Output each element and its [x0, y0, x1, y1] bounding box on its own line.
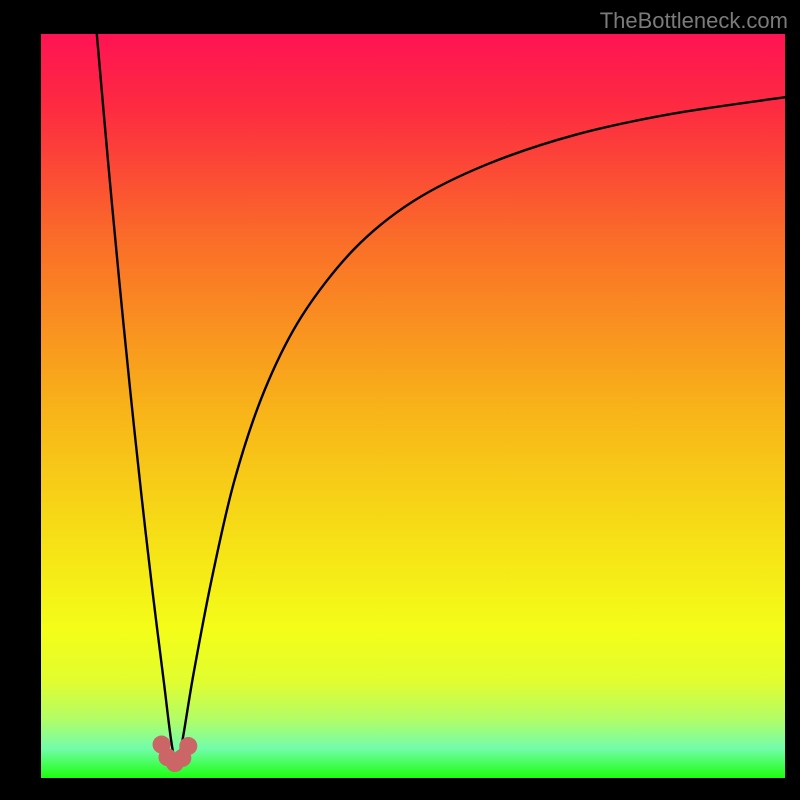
valley-marker: [179, 737, 197, 755]
plot-background: [41, 34, 785, 778]
chart-container: TheBottleneck.com: [0, 0, 800, 800]
watermark-label: TheBottleneck.com: [600, 8, 788, 34]
chart-svg: [0, 0, 800, 800]
